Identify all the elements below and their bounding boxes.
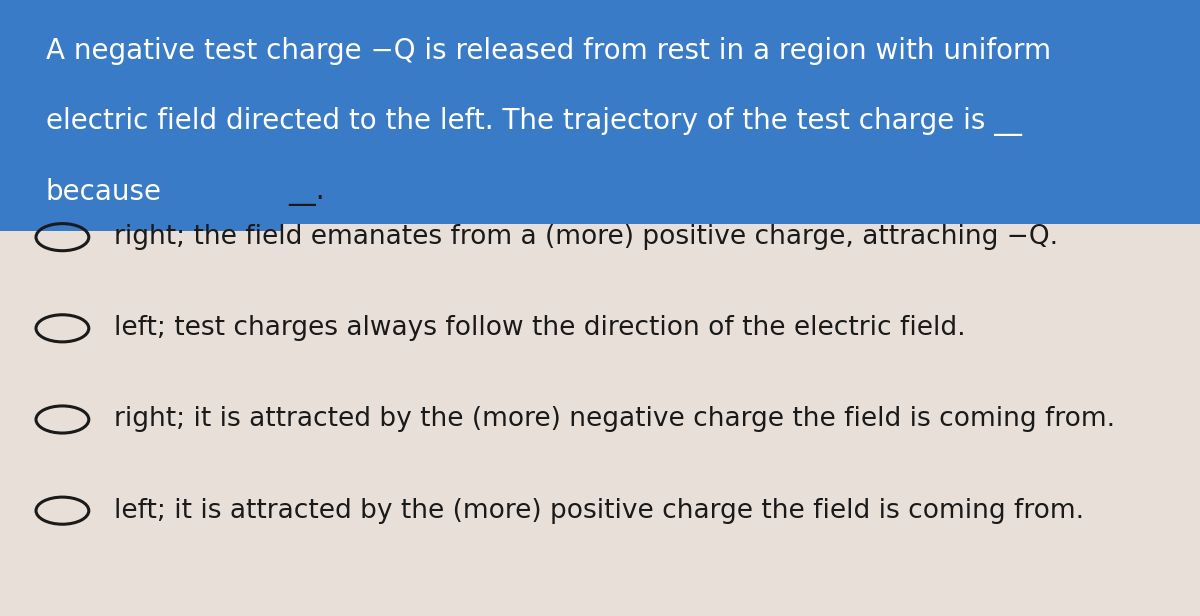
Text: right; the field emanates from a (more) positive charge, attraching −Q.: right; the field emanates from a (more) …	[114, 224, 1058, 250]
FancyBboxPatch shape	[0, 0, 1200, 224]
Text: right; it is attracted by the (more) negative charge the field is coming from.: right; it is attracted by the (more) neg…	[114, 407, 1115, 432]
Text: left; test charges always follow the direction of the electric field.: left; test charges always follow the dir…	[114, 315, 966, 341]
Text: left; it is attracted by the (more) positive charge the field is coming from.: left; it is attracted by the (more) posi…	[114, 498, 1084, 524]
Text: because: because	[46, 179, 162, 206]
FancyBboxPatch shape	[0, 153, 282, 232]
Text: electric field directed to the left. The trajectory of the test charge is __: electric field directed to the left. The…	[46, 107, 1021, 136]
Text: __.: __.	[288, 179, 325, 206]
Text: A negative test charge −Q is released from rest in a region with uniform: A negative test charge −Q is released fr…	[46, 37, 1051, 65]
